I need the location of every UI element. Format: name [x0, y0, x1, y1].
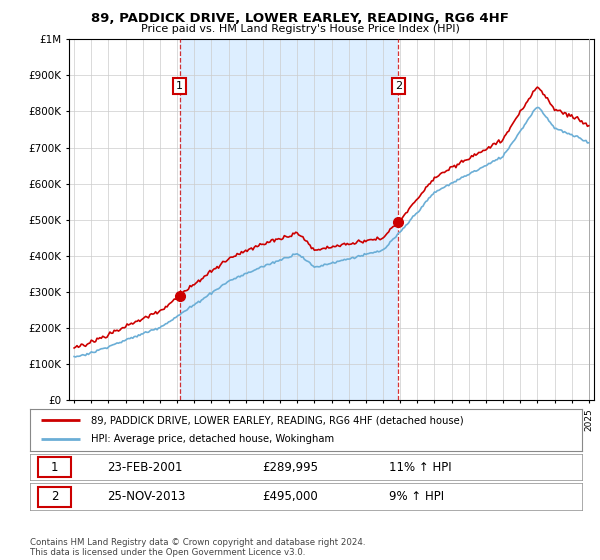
Text: Contains HM Land Registry data © Crown copyright and database right 2024.
This d: Contains HM Land Registry data © Crown c… — [30, 538, 365, 557]
Text: 25-NOV-2013: 25-NOV-2013 — [107, 490, 185, 503]
Text: Price paid vs. HM Land Registry's House Price Index (HPI): Price paid vs. HM Land Registry's House … — [140, 24, 460, 34]
Text: £495,000: £495,000 — [262, 490, 317, 503]
FancyBboxPatch shape — [38, 487, 71, 507]
Text: 89, PADDICK DRIVE, LOWER EARLEY, READING, RG6 4HF (detached house): 89, PADDICK DRIVE, LOWER EARLEY, READING… — [91, 415, 463, 425]
Text: £289,995: £289,995 — [262, 460, 318, 474]
Text: 1: 1 — [51, 460, 59, 474]
Text: 9% ↑ HPI: 9% ↑ HPI — [389, 490, 444, 503]
Text: 89, PADDICK DRIVE, LOWER EARLEY, READING, RG6 4HF: 89, PADDICK DRIVE, LOWER EARLEY, READING… — [91, 12, 509, 25]
Text: 2: 2 — [395, 81, 402, 91]
Text: 1: 1 — [176, 81, 183, 91]
Bar — [179, 39, 398, 400]
Text: 11% ↑ HPI: 11% ↑ HPI — [389, 460, 451, 474]
FancyBboxPatch shape — [38, 457, 71, 477]
Text: 2: 2 — [51, 490, 59, 503]
Text: 23-FEB-2001: 23-FEB-2001 — [107, 460, 183, 474]
Text: HPI: Average price, detached house, Wokingham: HPI: Average price, detached house, Woki… — [91, 435, 334, 445]
